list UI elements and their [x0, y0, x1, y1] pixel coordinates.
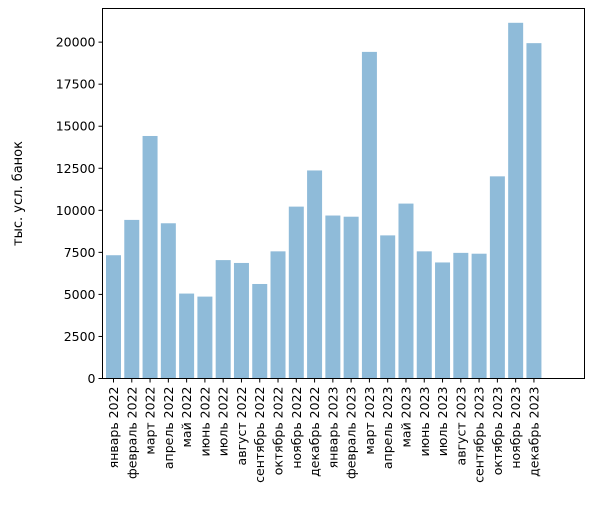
- bar-1: [124, 219, 140, 379]
- bars-layer: [106, 22, 542, 379]
- x-tick-label-21: октябрь 2023: [490, 387, 505, 476]
- bar-20: [471, 253, 487, 379]
- x-tick-label-8: сентябрь 2022: [252, 387, 267, 483]
- bar-22: [508, 22, 524, 379]
- bar-4: [179, 293, 195, 379]
- y-tick-label-3: 7500: [64, 245, 96, 260]
- y-tick-label-6: 15000: [56, 119, 96, 134]
- bar-18: [435, 262, 451, 379]
- x-tick-label-12: январь 2023: [325, 387, 340, 469]
- bar-5: [197, 296, 213, 379]
- bar-17: [416, 251, 432, 379]
- y-tick-label-7: 17500: [56, 77, 96, 92]
- bar-6: [215, 260, 231, 379]
- x-tick-label-10: ноябрь 2022: [289, 387, 304, 469]
- bar-11: [307, 170, 323, 379]
- x-tick-label-0: январь 2022: [106, 387, 121, 469]
- x-tick-label-9: октябрь 2022: [271, 387, 286, 476]
- y-axis-label: тыс. усл. банок: [11, 141, 26, 246]
- y-axis: 0 2500 5000 7500 10000 12500 15000 17500 20000: [56, 35, 103, 386]
- y-tick-label-4: 10000: [56, 203, 96, 218]
- bar-12: [325, 215, 341, 379]
- x-tick-label-5: июнь 2022: [197, 387, 212, 457]
- y-tick-label-0: 0: [88, 371, 96, 386]
- x-tick-label-2: март 2022: [143, 387, 158, 455]
- x-tick-label-19: август 2023: [453, 387, 468, 466]
- x-tick-label-22: ноябрь 2023: [508, 387, 523, 469]
- y-tick-label-1: 2500: [64, 329, 96, 344]
- y-tick-label-5: 12500: [56, 161, 96, 176]
- bar-7: [233, 262, 249, 379]
- bar-3: [160, 223, 176, 379]
- x-tick-label-3: апрель 2022: [161, 387, 176, 470]
- bar-10: [288, 206, 304, 379]
- x-tick-label-20: сентябрь 2023: [472, 386, 487, 482]
- y-tick-label-8: 20000: [56, 35, 96, 50]
- x-tick-label-23: декабрь 2023: [526, 387, 541, 477]
- axes-frame: [102, 8, 585, 379]
- bar-9: [270, 251, 286, 379]
- x-tick-label-7: август 2022: [234, 387, 249, 466]
- x-tick-label-15: апрель 2023: [380, 387, 395, 470]
- x-tick-label-4: май 2022: [179, 387, 194, 448]
- bar-14: [361, 51, 377, 379]
- x-tick-label-17: июнь 2023: [417, 387, 432, 457]
- x-tick-label-14: март 2023: [362, 387, 377, 455]
- bar-15: [380, 235, 396, 379]
- bar-8: [252, 283, 268, 379]
- x-tick-label-1: февраль 2022: [124, 387, 139, 479]
- x-tick-label-11: декабрь 2022: [307, 387, 322, 477]
- x-tick-label-6: июль 2022: [216, 387, 231, 457]
- bar-13: [343, 216, 359, 379]
- bar-23: [526, 43, 542, 379]
- y-tick-label-2: 5000: [64, 287, 96, 302]
- x-axis: январь 2022 февраль 2022 март 2022 апрель 2…: [106, 378, 541, 483]
- bar-2: [142, 135, 158, 379]
- bar-19: [453, 252, 469, 379]
- x-tick-label-13: февраль 2023: [344, 387, 359, 479]
- bar-21: [489, 176, 505, 379]
- x-tick-label-16: май 2023: [398, 387, 413, 448]
- bar-16: [398, 203, 414, 379]
- bar-0: [106, 255, 121, 379]
- x-tick-label-18: июль 2023: [435, 387, 450, 457]
